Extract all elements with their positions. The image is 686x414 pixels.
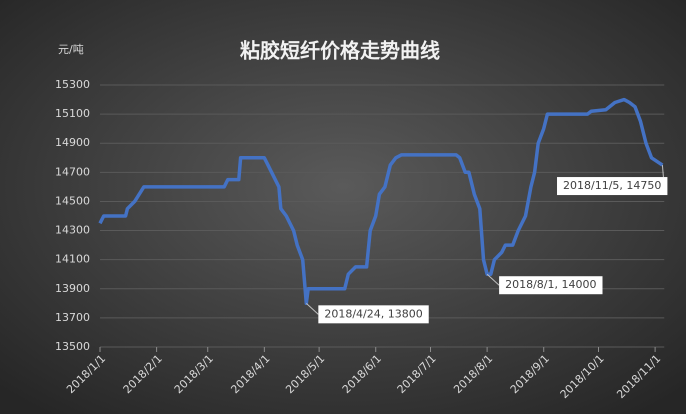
- annotation-leader: [486, 273, 500, 286]
- annotation-leader: [306, 302, 319, 315]
- chart-title: 粘胶短纤价格走势曲线: [240, 39, 440, 63]
- annotation: 2018/4/24, 13800: [306, 302, 429, 324]
- y-axis-label: 元/吨: [58, 43, 84, 56]
- annotation: 2018/11/5, 14750: [557, 165, 668, 196]
- y-tick-label: 14900: [55, 136, 90, 149]
- annotation-text: 2018/11/5, 14750: [563, 179, 661, 192]
- y-tick-label: 13700: [55, 311, 90, 324]
- y-tick-label: 15300: [55, 78, 90, 91]
- y-tick-label: 13500: [55, 340, 90, 353]
- y-tick-label: 14500: [55, 194, 90, 207]
- annotation: 2018/8/1, 14000: [486, 273, 603, 295]
- annotation-box: [499, 276, 603, 295]
- annotation-leader: [661, 165, 664, 178]
- annotation-text: 2018/4/24, 13800: [324, 307, 422, 320]
- y-tick-label: 14300: [55, 224, 90, 237]
- y-tick-label: 15100: [55, 107, 90, 120]
- annotation-text: 2018/8/1, 14000: [505, 278, 596, 291]
- y-tick-label: 13900: [55, 282, 90, 295]
- line-series: [98, 97, 664, 306]
- annotation-box: [318, 305, 429, 324]
- y-tick-label: 14100: [55, 253, 90, 266]
- annotation-box: [557, 177, 668, 196]
- y-tick-label: 14700: [55, 165, 90, 178]
